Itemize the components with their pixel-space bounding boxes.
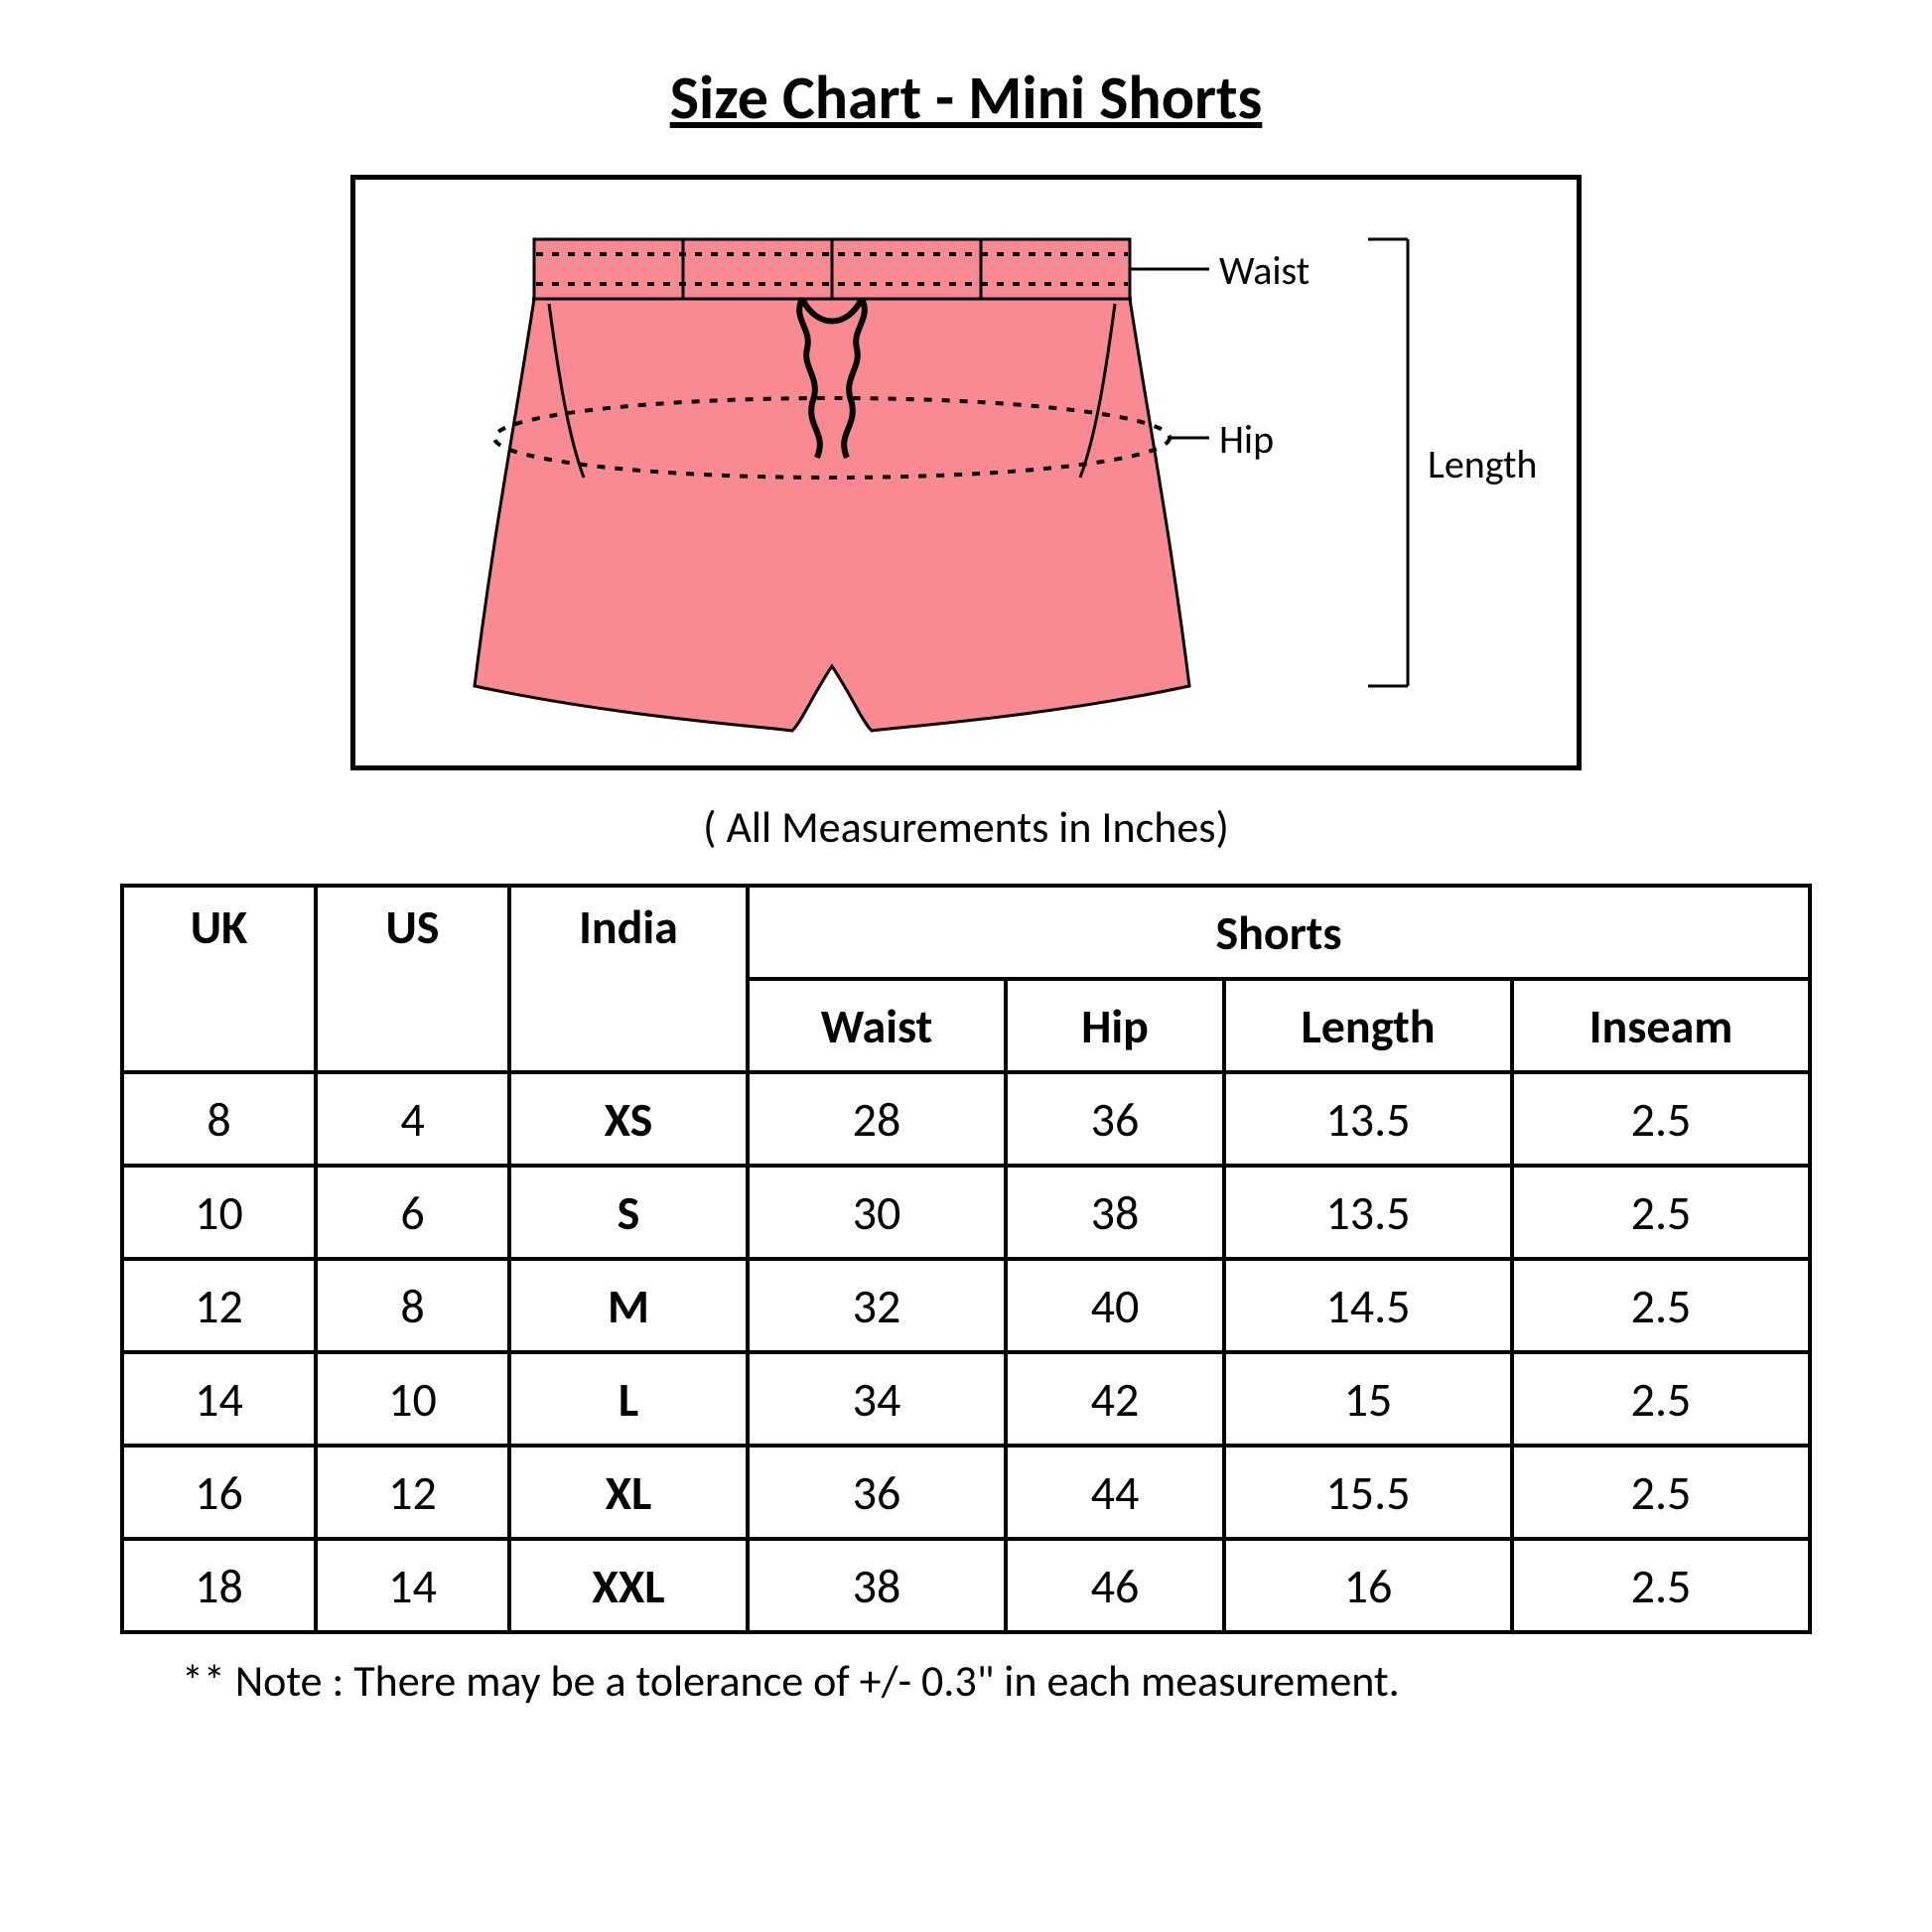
table-row: 1814XXL3846162.5 xyxy=(122,1539,1810,1632)
cell-india: XL xyxy=(509,1446,748,1539)
cell-india: XXL xyxy=(509,1539,748,1632)
table-row: 84XS283613.52.5 xyxy=(122,1072,1810,1166)
cell-us: 8 xyxy=(316,1259,509,1352)
measurements-subtitle: ( All Measurements in Inches) xyxy=(703,800,1229,854)
cell-hip: 46 xyxy=(1006,1539,1224,1632)
cell-hip: 36 xyxy=(1006,1072,1224,1166)
cell-waist: 38 xyxy=(748,1539,1006,1632)
cell-inseam: 2.5 xyxy=(1512,1259,1810,1352)
table-header-row-1: UK US India Shorts xyxy=(122,886,1810,979)
cell-uk: 10 xyxy=(122,1166,316,1259)
size-table: UK US India Shorts Waist Hip Length Inse… xyxy=(120,884,1812,1634)
cell-length: 15.5 xyxy=(1224,1446,1512,1539)
waist-label: Waist xyxy=(1219,246,1310,295)
cell-india: S xyxy=(509,1166,748,1259)
header-us: US xyxy=(316,886,509,1072)
cell-waist: 30 xyxy=(748,1166,1006,1259)
cell-length: 13.5 xyxy=(1224,1072,1512,1166)
header-india: India xyxy=(509,886,748,1072)
page-title: Size Chart - Mini Shorts xyxy=(670,60,1263,135)
cell-length: 15 xyxy=(1224,1352,1512,1446)
cell-india: M xyxy=(509,1259,748,1352)
cell-length: 13.5 xyxy=(1224,1166,1512,1259)
cell-hip: 38 xyxy=(1006,1166,1224,1259)
header-inseam: Inseam xyxy=(1512,979,1810,1072)
tolerance-note: ** Note : There may be a tolerance of +/… xyxy=(122,1654,1810,1708)
cell-us: 10 xyxy=(316,1352,509,1446)
cell-waist: 36 xyxy=(748,1446,1006,1539)
cell-us: 4 xyxy=(316,1072,509,1166)
cell-us: 14 xyxy=(316,1539,509,1632)
cell-waist: 28 xyxy=(748,1072,1006,1166)
cell-uk: 12 xyxy=(122,1259,316,1352)
cell-uk: 8 xyxy=(122,1072,316,1166)
cell-inseam: 2.5 xyxy=(1512,1446,1810,1539)
cell-length: 16 xyxy=(1224,1539,1512,1632)
header-shorts: Shorts xyxy=(748,886,1810,979)
shorts-diagram-svg: Waist Hip Length xyxy=(355,180,1577,765)
cell-us: 6 xyxy=(316,1166,509,1259)
header-length: Length xyxy=(1224,979,1512,1072)
cell-inseam: 2.5 xyxy=(1512,1352,1810,1446)
cell-india: XS xyxy=(509,1072,748,1166)
table-row: 128M324014.52.5 xyxy=(122,1259,1810,1352)
cell-hip: 44 xyxy=(1006,1446,1224,1539)
table-row: 1612XL364415.52.5 xyxy=(122,1446,1810,1539)
cell-inseam: 2.5 xyxy=(1512,1539,1810,1632)
cell-uk: 14 xyxy=(122,1352,316,1446)
header-hip: Hip xyxy=(1006,979,1224,1072)
hip-label: Hip xyxy=(1219,415,1274,464)
cell-india: L xyxy=(509,1352,748,1446)
cell-waist: 32 xyxy=(748,1259,1006,1352)
table-row: 106S303813.52.5 xyxy=(122,1166,1810,1259)
cell-waist: 34 xyxy=(748,1352,1006,1446)
length-label: Length xyxy=(1428,440,1537,488)
cell-uk: 16 xyxy=(122,1446,316,1539)
table-row: 1410L3442152.5 xyxy=(122,1352,1810,1446)
cell-uk: 18 xyxy=(122,1539,316,1632)
shorts-outline xyxy=(475,239,1189,731)
cell-us: 12 xyxy=(316,1446,509,1539)
cell-inseam: 2.5 xyxy=(1512,1072,1810,1166)
cell-hip: 42 xyxy=(1006,1352,1224,1446)
cell-inseam: 2.5 xyxy=(1512,1166,1810,1259)
cell-length: 14.5 xyxy=(1224,1259,1512,1352)
header-waist: Waist xyxy=(748,979,1006,1072)
header-uk: UK xyxy=(122,886,316,1072)
cell-hip: 40 xyxy=(1006,1259,1224,1352)
shorts-diagram: Waist Hip Length xyxy=(350,175,1582,770)
